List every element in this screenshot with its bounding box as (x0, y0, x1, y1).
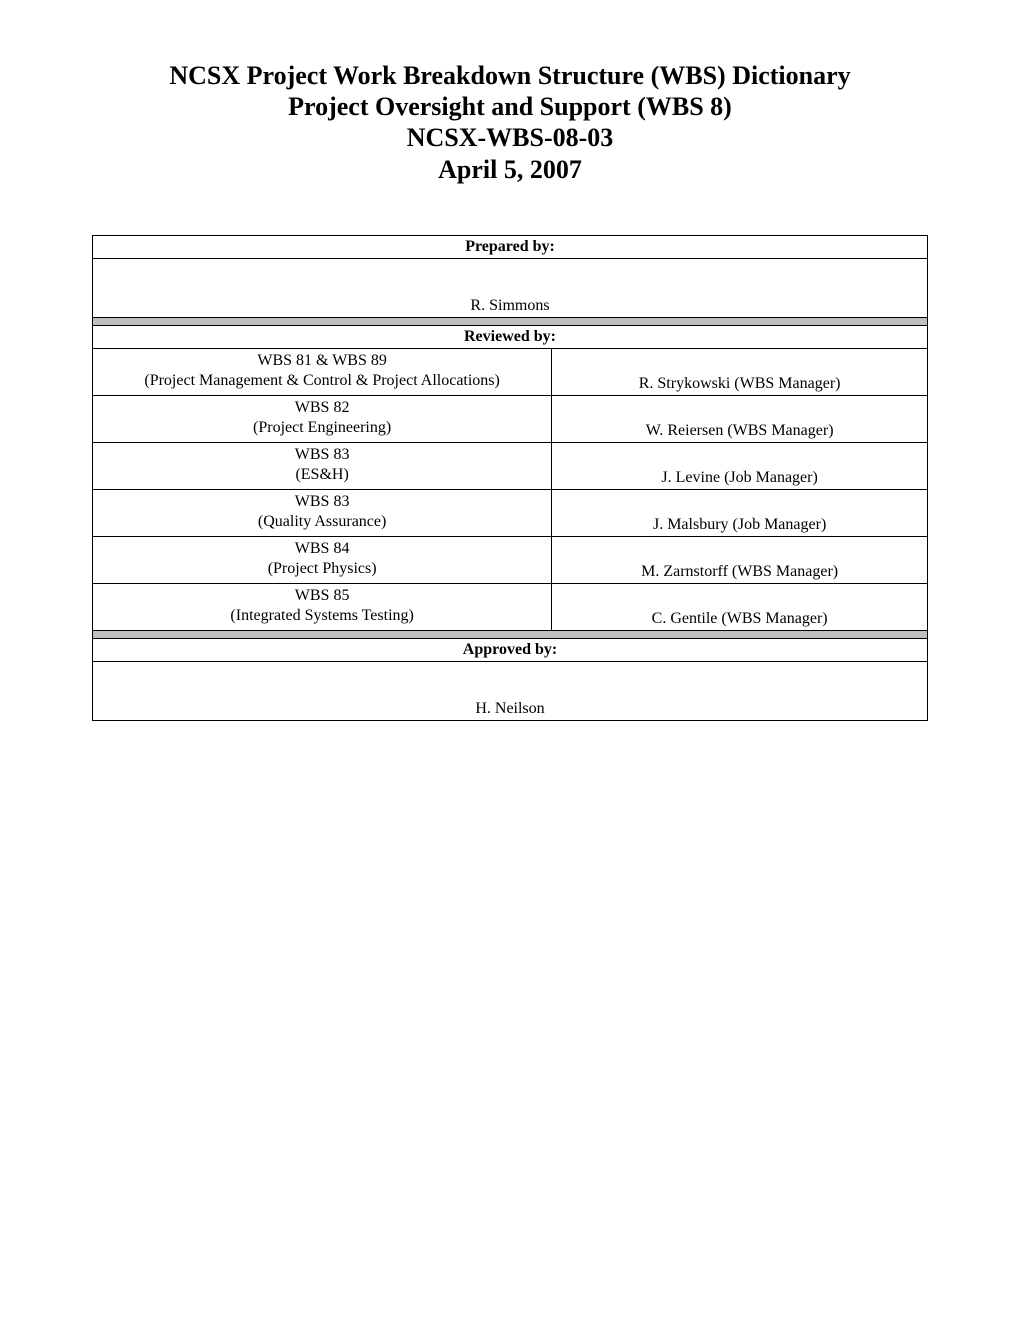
review-left: WBS 83 (Quality Assurance) (93, 489, 552, 536)
title-line-2: Project Oversight and Support (WBS 8) (92, 91, 928, 122)
table-row: WBS 85 (Integrated Systems Testing) C. G… (93, 583, 928, 630)
table-row: WBS 84 (Project Physics) M. Zarnstorff (… (93, 536, 928, 583)
review-right: J. Levine (Job Manager) (552, 442, 928, 489)
table-row: WBS 83 (ES&H) J. Levine (Job Manager) (93, 442, 928, 489)
review-right: M. Zarnstorff (WBS Manager) (552, 536, 928, 583)
divider (93, 630, 928, 638)
wbs-title: WBS 84 (295, 540, 350, 557)
prepared-by-header: Prepared by: (93, 235, 928, 258)
title-line-3: NCSX-WBS-08-03 (92, 122, 928, 153)
review-right: C. Gentile (WBS Manager) (552, 583, 928, 630)
title-line-1: NCSX Project Work Breakdown Structure (W… (92, 60, 928, 91)
wbs-title: WBS 82 (295, 399, 350, 416)
wbs-sub: (Project Management & Control & Project … (144, 372, 499, 389)
approved-by-header: Approved by: (93, 638, 928, 661)
review-right: W. Reiersen (WBS Manager) (552, 395, 928, 442)
review-left: WBS 83 (ES&H) (93, 442, 552, 489)
wbs-sub: (Project Physics) (268, 560, 377, 577)
title-line-4: April 5, 2007 (92, 154, 928, 185)
reviewed-by-header: Reviewed by: (93, 325, 928, 348)
reviewer-name: J. Levine (Job Manager) (556, 445, 923, 487)
review-right: R. Strykowski (WBS Manager) (552, 348, 928, 395)
review-left: WBS 85 (Integrated Systems Testing) (93, 583, 552, 630)
wbs-sub: (Quality Assurance) (258, 513, 386, 530)
table-row: WBS 81 & WBS 89 (Project Management & Co… (93, 348, 928, 395)
title-block: NCSX Project Work Breakdown Structure (W… (92, 60, 928, 185)
review-left: WBS 84 (Project Physics) (93, 536, 552, 583)
wbs-title: WBS 81 & WBS 89 (257, 352, 387, 369)
wbs-sub: (Integrated Systems Testing) (230, 607, 413, 624)
prepared-label: Prepared by (465, 238, 549, 255)
wbs-sub: (ES&H) (295, 466, 348, 483)
approval-table: Prepared by: R. Simmons Reviewed by: WBS… (92, 235, 928, 721)
prepared-by-cell: R. Simmons (93, 258, 928, 317)
wbs-title: WBS 83 (295, 493, 350, 510)
table-row: WBS 82 (Project Engineering) W. Reiersen… (93, 395, 928, 442)
wbs-title: WBS 85 (295, 587, 350, 604)
approved-by-cell: H. Neilson (93, 661, 928, 720)
review-right: J. Malsbury (Job Manager) (552, 489, 928, 536)
reviewer-name: C. Gentile (WBS Manager) (556, 586, 923, 628)
approved-name: H. Neilson (475, 700, 544, 717)
wbs-title: WBS 83 (295, 446, 350, 463)
wbs-sub: (Project Engineering) (253, 419, 391, 436)
reviewer-name: M. Zarnstorff (WBS Manager) (556, 539, 923, 581)
reviewer-name: R. Strykowski (WBS Manager) (556, 351, 923, 393)
review-left: WBS 81 & WBS 89 (Project Management & Co… (93, 348, 552, 395)
review-left: WBS 82 (Project Engineering) (93, 395, 552, 442)
reviewer-name: W. Reiersen (WBS Manager) (556, 398, 923, 440)
divider (93, 317, 928, 325)
table-row: WBS 83 (Quality Assurance) J. Malsbury (… (93, 489, 928, 536)
reviewer-name: J. Malsbury (Job Manager) (556, 492, 923, 534)
prepared-name: R. Simmons (470, 297, 549, 314)
